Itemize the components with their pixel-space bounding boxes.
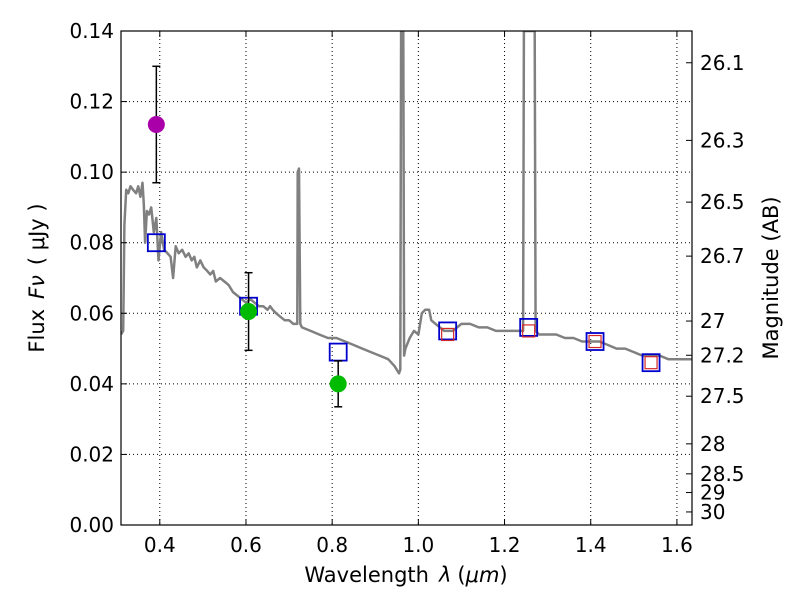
y-ticks: 0.00 0.02 0.04 0.06 0.08 0.10 0.12 0.14: [69, 19, 127, 537]
model-photometry-point: [641, 353, 661, 373]
y2-tick-label: 28.5: [700, 462, 745, 486]
y2-tick-label: 27: [700, 309, 725, 333]
x-tick-label: 0.4: [144, 533, 176, 557]
x-tick-label: 1.6: [661, 533, 693, 557]
y2-tick-label: 28: [700, 432, 725, 456]
model-photometry-point: [519, 317, 539, 337]
x-tick-label: 0.6: [230, 533, 262, 557]
y-tick-label: 0.14: [69, 19, 114, 43]
y-tick-label: 0.12: [69, 90, 114, 114]
y-tick-label: 0.06: [69, 301, 114, 325]
x-tick-label: 0.8: [316, 533, 348, 557]
observed-point: [329, 375, 347, 393]
y-tick-label: 0.08: [69, 231, 114, 255]
y2-axis-label: Magnitude (AB): [759, 196, 783, 359]
plot-frame: [120, 30, 693, 526]
observed-point: [147, 116, 165, 134]
y2-tick-label: 27.5: [700, 384, 745, 408]
y2-tick-label: 30: [700, 500, 725, 524]
series-layer: [121, 31, 692, 408]
x-axis-label: Wavelength λ (μm): [304, 563, 507, 587]
observed-square-point: [441, 327, 455, 342]
y-tick-label: 0.00: [69, 513, 114, 537]
y2-tick-label: 26.1: [700, 51, 745, 75]
y2-tick-label: 26.7: [700, 244, 745, 268]
x-tick-label: 1.0: [402, 533, 434, 557]
observed-square-point: [644, 356, 658, 370]
observed-square-point: [522, 324, 536, 338]
model-photometry-point: [146, 233, 166, 253]
y-tick-label: 0.02: [69, 442, 114, 466]
observed-point: [240, 303, 258, 321]
y2-tick-label: 27.2: [700, 343, 745, 367]
y-axis-label: FluxFν( μJy ): [25, 203, 49, 352]
y-tick-label: 0.04: [69, 372, 114, 396]
model-photometry-point: [438, 321, 458, 341]
y2-tick-label: 26.3: [700, 128, 745, 152]
observed-square-point: [588, 334, 602, 349]
x-tick-label: 1.4: [575, 533, 607, 557]
y-tick-label: 0.10: [69, 160, 114, 184]
x-ticks: 0.4 0.6 0.8 1.0 1.2 1.4 1.6: [144, 31, 693, 557]
y2-tick-label: 26.5: [700, 190, 745, 214]
x-tick-label: 1.2: [489, 533, 521, 557]
model-photometry-point: [585, 332, 605, 351]
y2-tick-label: 29: [700, 481, 725, 505]
